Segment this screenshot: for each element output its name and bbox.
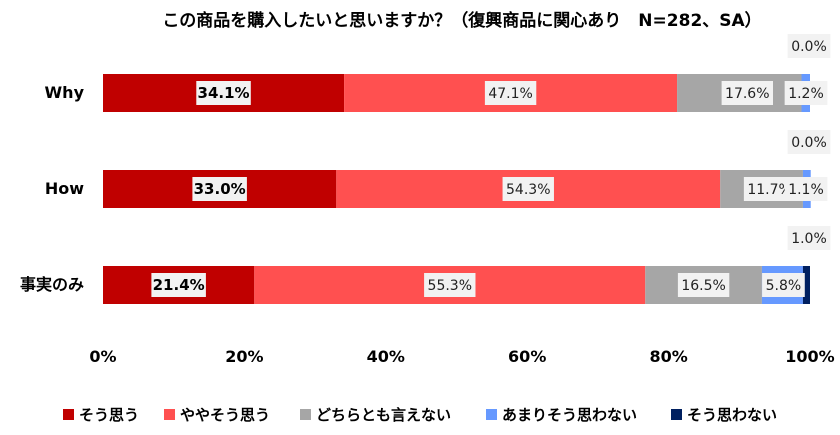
data-label-box bbox=[151, 273, 206, 297]
legend-label: ややそう思う bbox=[180, 406, 270, 424]
data-label: 0.0% bbox=[791, 39, 827, 55]
data-label-box bbox=[784, 81, 828, 105]
data-label-box bbox=[784, 177, 828, 201]
data-label: 55.3% bbox=[428, 278, 472, 294]
legend-label: そう思わない bbox=[687, 406, 777, 424]
data-label-box bbox=[787, 34, 831, 58]
legend: そう思う ややそう思う どちらとも言えない あまりそう思わない そう思わない bbox=[63, 406, 777, 424]
category-labels-group: Why How 事実のみ bbox=[20, 83, 85, 294]
data-label: 47.1% bbox=[488, 86, 532, 102]
data-label: 5.8% bbox=[766, 278, 802, 294]
x-tick-label: 60% bbox=[508, 347, 546, 366]
data-label-box bbox=[787, 226, 831, 250]
data-labels-group: 34.1% 47.1% 17.6% 1.2%0.0%33.0% 54.3% 11.7%1.… bbox=[151, 34, 831, 297]
chart-title: この商品を購入したいと思いますか？（復興商品に関心あり N=282、SA） bbox=[162, 10, 761, 31]
x-tick-label: 100% bbox=[785, 347, 834, 366]
legend-swatch bbox=[63, 409, 74, 420]
data-label: 1.0% bbox=[791, 231, 827, 247]
data-label-box bbox=[787, 130, 831, 154]
x-tick-label: 40% bbox=[367, 347, 405, 366]
data-label: 33.0% bbox=[194, 180, 246, 198]
legend-swatch bbox=[486, 409, 497, 420]
category-label: 事実のみ bbox=[20, 275, 84, 294]
x-tick-label: 0% bbox=[89, 347, 116, 366]
data-label-box bbox=[424, 273, 476, 297]
data-label-box bbox=[196, 81, 251, 105]
data-label: 21.4% bbox=[153, 276, 205, 294]
data-label: 1.2% bbox=[788, 86, 824, 102]
data-label: 54.3% bbox=[506, 182, 550, 198]
data-label-box bbox=[502, 177, 554, 201]
category-label: How bbox=[45, 179, 84, 198]
bar-segment bbox=[802, 266, 810, 304]
data-label: 17.6% bbox=[725, 86, 769, 102]
data-label-box bbox=[484, 81, 537, 105]
data-label: 0.0% bbox=[791, 135, 827, 151]
data-label-box bbox=[762, 273, 805, 297]
data-label-box bbox=[677, 273, 730, 297]
legend-label: どちらとも言えない bbox=[316, 406, 451, 424]
data-label: 34.1% bbox=[198, 84, 250, 102]
category-label: Why bbox=[45, 83, 85, 102]
legend-swatch bbox=[300, 409, 311, 420]
data-label: 11.7% bbox=[747, 182, 791, 198]
data-label-box bbox=[192, 177, 247, 201]
legend-label: あまりそう思わない bbox=[502, 406, 637, 424]
legend-swatch bbox=[164, 409, 175, 420]
legend-label: そう思う bbox=[79, 406, 139, 424]
legend-swatch bbox=[671, 409, 682, 420]
x-tick-label: 20% bbox=[225, 347, 263, 366]
data-label: 1.1% bbox=[788, 182, 824, 198]
x-tick-label: 80% bbox=[649, 347, 687, 366]
data-label: 16.5% bbox=[681, 278, 725, 294]
x-axis-ticks-group: 0% 20% 40% 60% 80% 100% bbox=[89, 347, 834, 366]
data-label-box bbox=[721, 81, 773, 105]
